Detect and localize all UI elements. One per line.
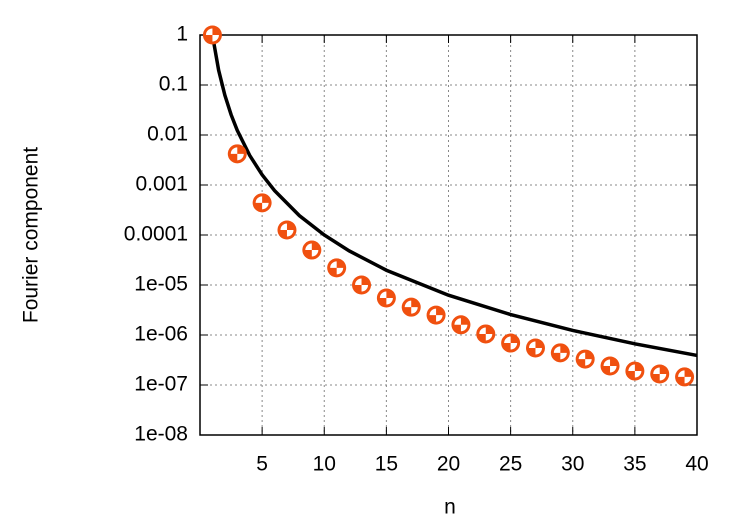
plot-frame <box>199 34 698 436</box>
marker-quadrant <box>460 324 468 332</box>
marker-quadrant <box>286 229 294 237</box>
marker-quadrant <box>330 261 337 268</box>
marker-quadrant <box>504 336 511 344</box>
y-tick-label: 1e-08 <box>134 423 188 446</box>
marker-quadrant <box>361 285 369 292</box>
marker-quadrant <box>603 359 611 366</box>
marker-quadrant <box>255 196 263 203</box>
marker-quadrant <box>485 333 493 341</box>
marker-quadrant <box>535 347 542 355</box>
marker-quadrant <box>311 250 319 257</box>
x-tick-label: 15 <box>375 453 398 476</box>
x-tick-label: 40 <box>685 453 708 476</box>
data-point <box>376 288 396 308</box>
data-point <box>426 305 446 325</box>
marker-quadrant <box>553 346 561 353</box>
marker-quadrant <box>411 307 418 314</box>
marker-quadrant <box>355 278 362 285</box>
y-tick-label: 0.1 <box>159 73 188 96</box>
marker-quadrant <box>653 367 660 374</box>
marker-quadrant <box>634 371 642 378</box>
marker-quadrant <box>379 291 387 298</box>
marker-quadrant <box>205 28 213 35</box>
x-tick-label: 5 <box>256 453 268 476</box>
data-point <box>675 367 695 387</box>
data-point <box>202 25 222 45</box>
data-point <box>327 258 347 278</box>
y-tick-label: 1 <box>176 23 188 46</box>
marker-quadrant <box>436 315 443 322</box>
data-point <box>600 356 620 376</box>
marker-quadrant <box>510 343 518 350</box>
data-point <box>525 338 545 358</box>
data-line <box>210 34 698 358</box>
y-tick-label: 1e-05 <box>134 273 188 296</box>
data-point <box>476 324 496 344</box>
y-tick-label: 0.0001 <box>124 223 188 246</box>
x-tick-label: 25 <box>499 453 522 476</box>
x-axis-label: n <box>444 496 456 519</box>
marker-quadrant <box>560 352 567 360</box>
y-axis-label: Fourier component <box>20 147 43 323</box>
data-point <box>227 144 247 164</box>
y-tick-label: 0.001 <box>135 173 188 196</box>
data-point <box>252 193 272 213</box>
marker-quadrant <box>280 223 287 230</box>
data-point <box>650 364 670 384</box>
marker-quadrant <box>336 267 344 275</box>
marker-quadrant <box>212 35 219 42</box>
marker-quadrant <box>429 308 437 316</box>
x-tick-label: 30 <box>561 453 584 476</box>
marker-quadrant <box>610 365 617 373</box>
marker-quadrant <box>684 376 692 384</box>
marker-quadrant <box>528 341 536 348</box>
marker-quadrant <box>237 153 244 161</box>
marker-quadrant <box>404 300 412 308</box>
marker-quadrant <box>454 318 461 325</box>
marker-quadrant <box>479 327 486 334</box>
data-point <box>277 220 297 240</box>
marker-quadrant <box>578 352 586 360</box>
data-point <box>625 361 645 381</box>
marker-quadrant <box>678 370 685 377</box>
data-point <box>401 297 421 317</box>
y-tick-label: 0.01 <box>147 123 188 146</box>
data-point <box>550 343 570 363</box>
marker-quadrant <box>628 364 635 372</box>
y-tick-label: 1e-07 <box>134 373 188 396</box>
marker-quadrant <box>386 297 393 305</box>
marker-quadrant <box>262 202 269 210</box>
x-tick-label: 35 <box>623 453 646 476</box>
marker-quadrant <box>305 243 312 251</box>
data-point <box>302 240 322 260</box>
x-tick-label: 20 <box>437 453 460 476</box>
marker-quadrant <box>585 359 592 366</box>
x-tick-label: 10 <box>313 453 336 476</box>
y-tick-label: 1e-06 <box>134 323 188 346</box>
marker-quadrant <box>659 373 667 381</box>
marker-quadrant <box>230 147 238 154</box>
data-point <box>352 275 372 295</box>
data-point <box>501 333 521 353</box>
data-point <box>451 315 471 335</box>
data-point <box>575 349 595 369</box>
